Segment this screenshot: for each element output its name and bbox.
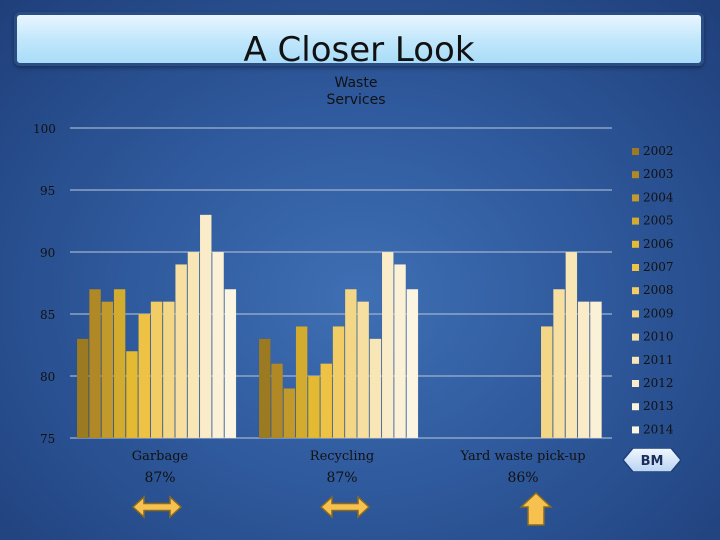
bar-recycling-2013 <box>394 264 407 439</box>
legend-label-2006: 2006 <box>643 237 674 251</box>
left-right-arrow-icon <box>319 495 371 519</box>
page-title: A Closer Look <box>243 30 475 70</box>
category-note: 87% <box>326 470 357 486</box>
bar-garbage-2004 <box>101 301 114 439</box>
title-bar: A Closer Look <box>14 12 704 70</box>
legend-label-2005: 2005 <box>643 214 674 228</box>
left-right-arrow-icon <box>131 495 183 519</box>
bm-button-shape <box>623 448 681 472</box>
y-tick-label: 95 <box>40 184 55 198</box>
legend-swatch-2009 <box>632 310 639 318</box>
bar-garbage-2005 <box>113 288 126 439</box>
bm-button[interactable]: BM <box>623 448 681 472</box>
category-note: 86% <box>507 470 538 486</box>
bar-yard-waste-pick-up-2013 <box>589 301 602 439</box>
legend-swatch-2007 <box>632 264 639 271</box>
legend-label-2002: 2002 <box>643 144 674 158</box>
bar-recycling-2009 <box>344 288 357 439</box>
legend-label-2008: 2008 <box>643 283 674 297</box>
legend-label-2009: 2009 <box>643 306 674 320</box>
bar-yard-waste-pick-up-2010 <box>553 288 566 439</box>
bar-recycling-2006 <box>307 375 320 439</box>
y-tick-label: 75 <box>40 432 55 446</box>
legend-swatch-2013 <box>632 403 639 411</box>
bar-recycling-2005 <box>295 326 308 439</box>
bm-button-label: BM <box>641 454 664 469</box>
legend-swatch-2006 <box>632 240 639 248</box>
bar-garbage-2010 <box>175 264 188 439</box>
legend-swatch-2010 <box>632 333 639 341</box>
bar-garbage-2014 <box>224 288 237 439</box>
legend-swatch-2004 <box>632 194 639 202</box>
legend-swatch-2003 <box>632 171 639 179</box>
legend-label-2012: 2012 <box>643 376 674 390</box>
legend-swatch-2008 <box>632 287 639 295</box>
y-tick-label: 85 <box>40 308 55 322</box>
bar-garbage-2012 <box>199 214 212 439</box>
category-label: Yard waste pick-up <box>459 449 585 464</box>
bar-yard-waste-pick-up-2011 <box>565 251 578 439</box>
bar-recycling-2007 <box>320 363 333 439</box>
legend-swatch-2002 <box>632 148 639 155</box>
bar-garbage-2013 <box>212 251 225 439</box>
bar-recycling-2012 <box>381 251 394 439</box>
legend-label-2003: 2003 <box>643 167 674 181</box>
legend-label-2010: 2010 <box>643 330 674 344</box>
legend-swatch-2012 <box>632 380 639 387</box>
category-label: Garbage <box>132 449 189 464</box>
bar-recycling-2014 <box>406 288 419 439</box>
bar-garbage-2008 <box>150 301 163 439</box>
bar-garbage-2009 <box>162 301 175 439</box>
legend-swatch-2011 <box>632 356 639 364</box>
bar-recycling-2011 <box>369 338 382 439</box>
bar-garbage-2003 <box>89 288 102 439</box>
bar-garbage-2011 <box>187 251 200 439</box>
legend-label-2011: 2011 <box>643 353 674 367</box>
legend-label-2014: 2014 <box>643 422 674 436</box>
category-note: 87% <box>144 470 175 486</box>
bar-yard-waste-pick-up-2009 <box>540 326 553 439</box>
y-tick-label: 90 <box>40 246 55 260</box>
bar-recycling-2004 <box>283 388 296 439</box>
up-arrow-icon <box>519 491 553 526</box>
legend-swatch-2014 <box>632 426 639 434</box>
y-tick-label: 80 <box>40 370 55 384</box>
legend-label-2007: 2007 <box>643 260 674 274</box>
bar-recycling-2008 <box>332 326 345 439</box>
legend-swatch-2005 <box>632 217 639 225</box>
bar-garbage-2006 <box>125 350 138 439</box>
bar-recycling-2010 <box>357 301 370 439</box>
chart-title: Waste Services <box>326 75 385 108</box>
legend-label-2004: 2004 <box>643 190 674 204</box>
y-tick-label: 100 <box>33 122 56 136</box>
category-label: Recycling <box>310 449 374 464</box>
bar-recycling-2002 <box>258 338 271 439</box>
legend-label-2013: 2013 <box>643 399 674 413</box>
bar-yard-waste-pick-up-2012 <box>577 301 590 439</box>
bar-recycling-2003 <box>271 363 284 439</box>
bar-garbage-2002 <box>76 338 89 439</box>
bar-garbage-2007 <box>138 313 151 439</box>
